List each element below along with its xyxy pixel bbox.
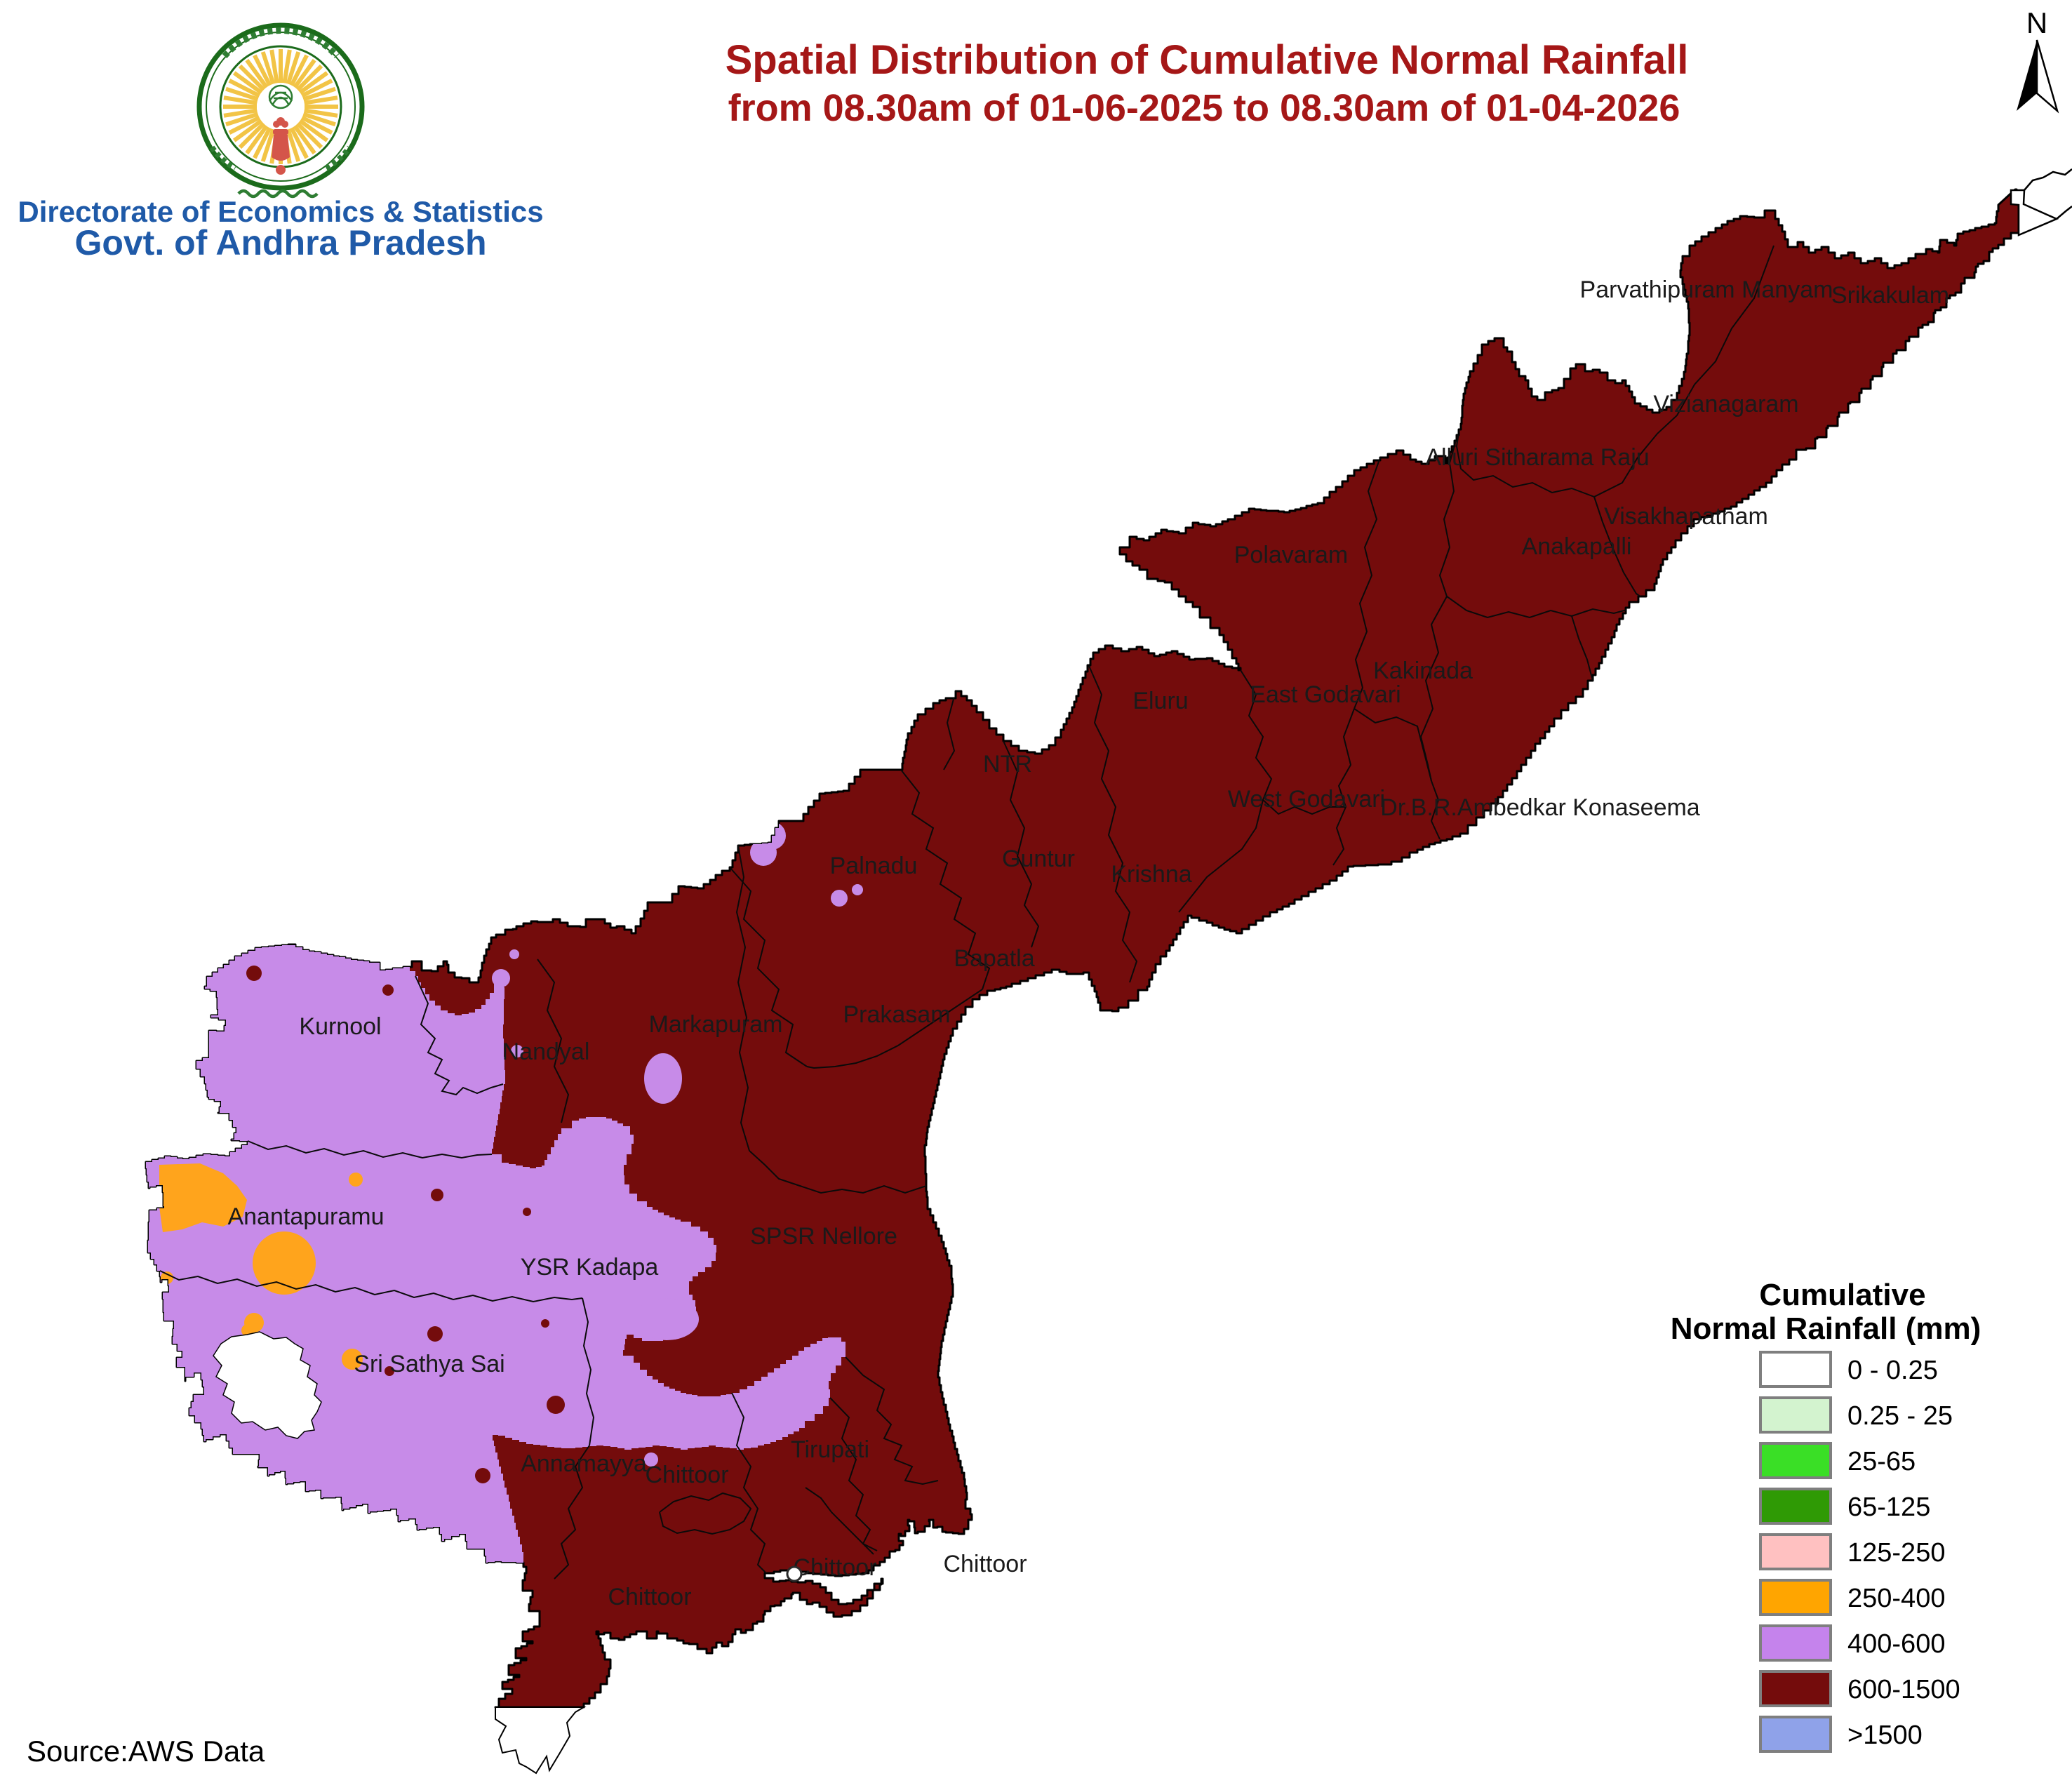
svg-text:Eluru: Eluru bbox=[1132, 688, 1188, 714]
svg-text:Prakasam: Prakasam bbox=[843, 1001, 950, 1028]
svg-text:600-1500: 600-1500 bbox=[1847, 1675, 1960, 1704]
svg-text:East Godavari: East Godavari bbox=[1250, 681, 1401, 708]
svg-text:YSR Kadapa: YSR Kadapa bbox=[521, 1254, 659, 1281]
svg-text:Visakhapatnam: Visakhapatnam bbox=[1604, 503, 1768, 530]
svg-text:Sri Sathya Sai: Sri Sathya Sai bbox=[354, 1351, 504, 1377]
svg-text:Normal Rainfall (mm): Normal Rainfall (mm) bbox=[1671, 1311, 1981, 1346]
svg-text:Nandyal: Nandyal bbox=[502, 1039, 590, 1065]
svg-text:Annamayya: Annamayya bbox=[521, 1450, 647, 1477]
svg-text:Bapatla: Bapatla bbox=[954, 945, 1034, 972]
svg-text:125-250: 125-250 bbox=[1847, 1538, 1945, 1568]
svg-text:250-400: 250-400 bbox=[1847, 1584, 1945, 1613]
svg-text:Chittoor: Chittoor bbox=[645, 1462, 728, 1488]
svg-text:Spatial Distribution of Cumula: Spatial Distribution of Cumulative Norma… bbox=[726, 37, 1689, 83]
svg-text:Anantapuramu: Anantapuramu bbox=[227, 1203, 384, 1230]
svg-text:Kakinada: Kakinada bbox=[1373, 657, 1473, 684]
svg-text:SPSR Nellore: SPSR Nellore bbox=[750, 1223, 897, 1250]
svg-text:NTR: NTR bbox=[983, 751, 1032, 777]
svg-text:Directorate of Economics & Sta: Directorate of Economics & Statistics bbox=[18, 195, 543, 228]
svg-text:25-65: 25-65 bbox=[1847, 1447, 1916, 1476]
svg-text:Parvathipuram Manyam: Parvathipuram Manyam bbox=[1580, 276, 1833, 303]
svg-text:Govt. of Andhra Pradesh: Govt. of Andhra Pradesh bbox=[74, 223, 486, 262]
svg-text:>1500: >1500 bbox=[1847, 1721, 1923, 1750]
svg-text:0.25 - 25: 0.25 - 25 bbox=[1847, 1401, 1953, 1431]
svg-text:Guntur: Guntur bbox=[1002, 846, 1075, 872]
svg-text:Source:AWS Data: Source:AWS Data bbox=[27, 1735, 265, 1768]
svg-text:Srikakulam: Srikakulam bbox=[1831, 282, 1949, 309]
svg-text:from 08.30am of 01-06-2025 to: from 08.30am of 01-06-2025 to 08.30am of… bbox=[728, 87, 1680, 129]
svg-text:Chittoor: Chittoor bbox=[608, 1584, 691, 1610]
svg-text:65-125: 65-125 bbox=[1847, 1492, 1930, 1522]
svg-text:Markapuram: Markapuram bbox=[649, 1011, 783, 1038]
svg-text:Dr.B.R.Ambedkar Konaseema: Dr.B.R.Ambedkar Konaseema bbox=[1380, 794, 1700, 821]
svg-text:Palnadu: Palnadu bbox=[830, 853, 918, 879]
svg-text:Chittoor: Chittoor bbox=[943, 1551, 1027, 1577]
svg-text:Anakapalli: Anakapalli bbox=[1522, 533, 1632, 560]
svg-text:Kurnool: Kurnool bbox=[299, 1013, 381, 1040]
svg-text:0 - 0.25: 0 - 0.25 bbox=[1847, 1356, 1938, 1385]
svg-text:Vizianagaram: Vizianagaram bbox=[1653, 391, 1798, 418]
svg-text:400-600: 400-600 bbox=[1847, 1629, 1945, 1659]
svg-text:Krishna: Krishna bbox=[1111, 861, 1191, 888]
svg-text:Tirupati: Tirupati bbox=[791, 1436, 869, 1463]
svg-text:Chittoor: Chittoor bbox=[793, 1554, 876, 1581]
svg-text:Cumulative: Cumulative bbox=[1759, 1278, 1925, 1312]
svg-text:Alluri Sitharama Raju: Alluri Sitharama Raju bbox=[1425, 444, 1649, 471]
svg-text:Polavaram: Polavaram bbox=[1234, 542, 1349, 568]
svg-text:N: N bbox=[2026, 6, 2047, 39]
svg-text:West Godavari: West Godavari bbox=[1228, 786, 1385, 813]
